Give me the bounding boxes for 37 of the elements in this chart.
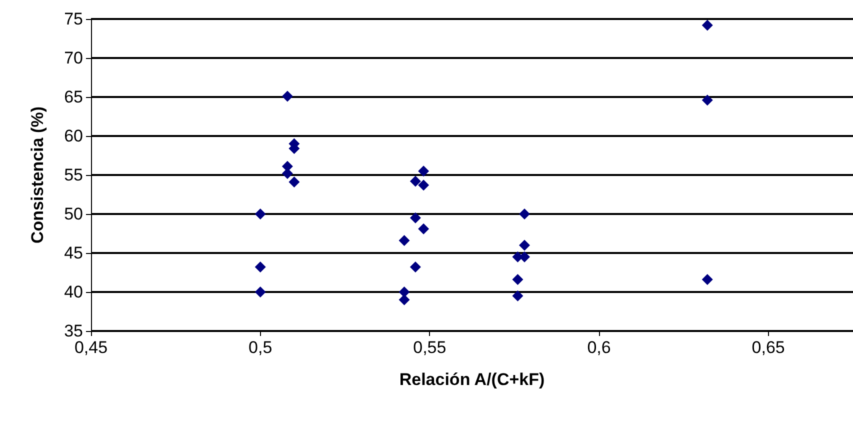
point bbox=[410, 262, 421, 273]
point bbox=[254, 208, 266, 220]
point bbox=[702, 20, 713, 31]
point bbox=[282, 90, 293, 102]
x-tick-label: 0,45 bbox=[74, 338, 108, 357]
point bbox=[254, 262, 266, 273]
y-tick-label: 55 bbox=[64, 166, 83, 184]
x-tick-label: 0,5 bbox=[248, 338, 272, 357]
point bbox=[410, 176, 421, 187]
y-tick-label: 70 bbox=[64, 48, 83, 68]
point bbox=[398, 286, 410, 298]
y-tick-label: 40 bbox=[64, 282, 83, 302]
x-axis-title: Relación A/(C+kF) bbox=[399, 370, 545, 389]
point bbox=[512, 274, 524, 286]
point bbox=[702, 274, 713, 286]
y-tick-label: 75 bbox=[64, 10, 83, 28]
point bbox=[512, 290, 524, 302]
point bbox=[518, 240, 530, 251]
x-tick-label: 0,6 bbox=[587, 338, 611, 357]
point bbox=[418, 223, 430, 234]
point bbox=[702, 94, 713, 106]
point bbox=[418, 166, 430, 177]
point bbox=[288, 176, 300, 188]
point bbox=[398, 235, 410, 246]
point bbox=[518, 208, 530, 220]
point bbox=[254, 286, 266, 298]
y-tick-label: 65 bbox=[64, 88, 83, 106]
point bbox=[398, 294, 410, 306]
y-tick-label: 60 bbox=[64, 126, 83, 146]
y-tick-label: 45 bbox=[64, 244, 83, 262]
x-tick-label: 0,55 bbox=[413, 338, 446, 357]
y-tick-label: 50 bbox=[64, 204, 83, 224]
point bbox=[410, 212, 421, 224]
y-tick-label: 35 bbox=[64, 322, 83, 340]
point bbox=[418, 180, 430, 191]
y-axis-title: Consistencia (%) bbox=[28, 106, 47, 244]
x-tick-label: 0,65 bbox=[752, 338, 785, 357]
